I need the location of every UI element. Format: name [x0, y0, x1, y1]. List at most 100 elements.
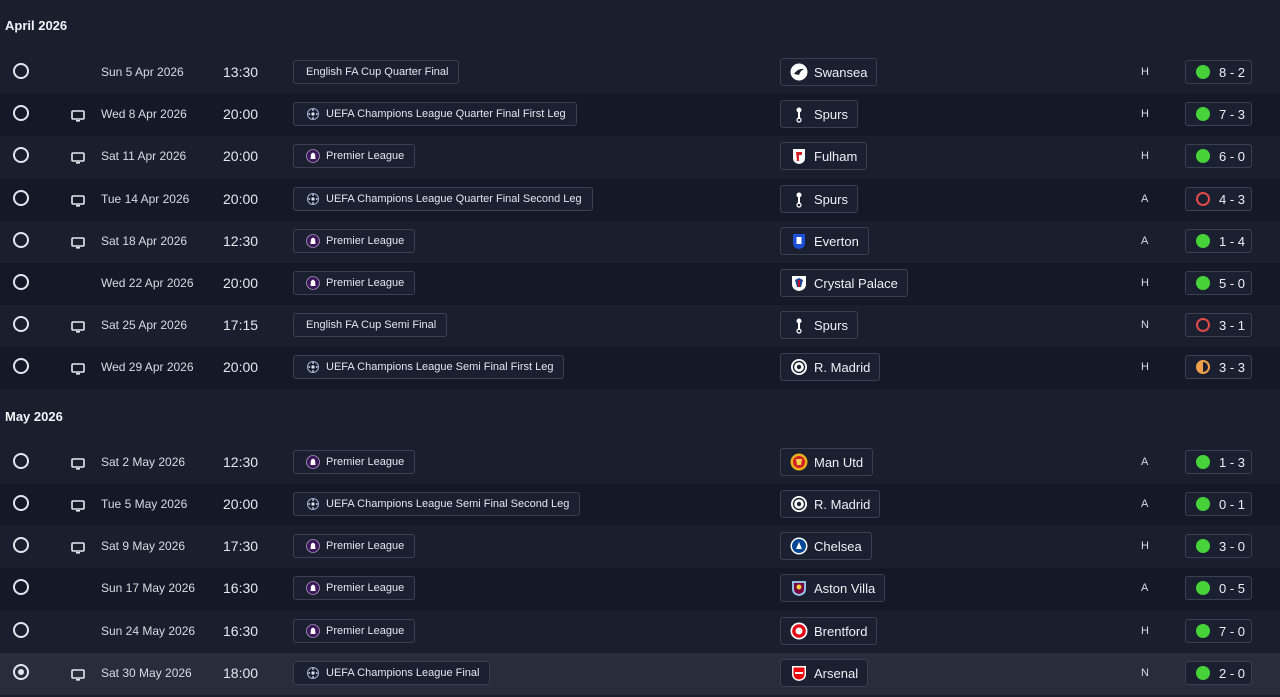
competition-chip[interactable]: English FA Cup Quarter Final [293, 60, 460, 84]
opponent-chip[interactable]: Aston Villa [780, 574, 886, 602]
fixture-select-radio[interactable] [13, 453, 29, 469]
venue-indicator: H [1141, 150, 1149, 162]
opponent-chip[interactable]: Crystal Palace [780, 269, 908, 297]
result-chip[interactable]: 7 - 3 [1185, 102, 1252, 126]
match-score: 6 - 0 [1219, 149, 1246, 164]
fixture-row[interactable]: Wed 8 Apr 2026 20:00 UEFA Champions League… [0, 94, 1280, 136]
fixture-date: Sun 17 May 2026 [101, 581, 196, 595]
competition-name: Premier League [326, 150, 405, 162]
real-madrid-badge-icon [791, 496, 807, 512]
fixture-row[interactable]: Tue 14 Apr 2026 20:00 UEFA Champions Leagu… [0, 179, 1280, 221]
fixture-select-radio[interactable] [13, 664, 29, 680]
kickoff-time: 18:00 [223, 665, 259, 681]
competition-chip[interactable]: UEFA Champions League Quarter Final Firs… [293, 102, 577, 126]
competition-name: UEFA Champions League Quarter Final Firs… [326, 108, 566, 120]
win-indicator-icon [1196, 149, 1210, 163]
fixture-select-radio[interactable] [13, 274, 29, 290]
match-score: 7 - 0 [1219, 624, 1246, 639]
result-chip[interactable]: 2 - 0 [1185, 661, 1252, 685]
fixture-select-radio[interactable] [13, 232, 29, 248]
fixture-row[interactable]: Sun 17 May 2026 16:30 Premier League Aston … [0, 568, 1280, 610]
competition-chip[interactable]: Premier League [293, 619, 416, 643]
fixture-row[interactable]: Wed 22 Apr 2026 20:00 Premier League Crysta… [0, 263, 1280, 305]
result-chip[interactable]: 0 - 1 [1185, 492, 1252, 516]
fixture-row[interactable]: Sat 25 Apr 2026 17:15 English FA Cup Semi … [0, 305, 1280, 347]
venue-indicator: H [1141, 277, 1149, 289]
fixture-select-radio[interactable] [13, 316, 29, 332]
competition-chip[interactable]: English FA Cup Semi Final [293, 313, 448, 337]
opponent-chip[interactable]: Brentford [780, 617, 878, 645]
fixture-select-radio[interactable] [13, 190, 29, 206]
competition-chip[interactable]: UEFA Champions League Quarter Final Seco… [293, 187, 593, 211]
premier-league-lion-icon [306, 539, 320, 553]
fixture-row[interactable]: Sun 24 May 2026 16:30 Premier League Brentf… [0, 611, 1280, 653]
result-chip[interactable]: 7 - 0 [1185, 619, 1252, 643]
fixture-select-radio[interactable] [13, 537, 29, 553]
result-chip[interactable]: 0 - 5 [1185, 576, 1252, 600]
fixture-date: Wed 8 Apr 2026 [101, 107, 187, 121]
spurs-badge-icon [796, 107, 802, 123]
competition-chip[interactable]: UEFA Champions League Semi Final First L… [293, 355, 565, 379]
competition-chip[interactable]: Premier League [293, 229, 416, 253]
opponent-chip[interactable]: Fulham [780, 142, 868, 170]
opponent-chip[interactable]: Swansea [780, 58, 878, 86]
opponent-chip[interactable]: Everton [780, 227, 869, 255]
match-score: 3 - 3 [1219, 360, 1246, 375]
opponent-chip[interactable]: Man Utd [780, 448, 874, 476]
result-chip[interactable]: 1 - 4 [1185, 229, 1252, 253]
premier-league-lion-icon [306, 149, 320, 163]
fixture-row[interactable]: Tue 5 May 2026 20:00 UEFA Champions League… [0, 484, 1280, 526]
fixture-row[interactable]: Sat 18 Apr 2026 12:30 Premier League Everto… [0, 221, 1280, 263]
result-chip[interactable]: 3 - 0 [1185, 534, 1252, 558]
competition-chip[interactable]: Premier League [293, 576, 416, 600]
competition-chip[interactable]: Premier League [293, 534, 416, 558]
fixture-row[interactable]: Sun 5 Apr 2026 13:30 English FA Cup Quarte… [0, 52, 1280, 94]
fixture-date: Sun 5 Apr 2026 [101, 65, 184, 79]
tv-broadcast-icon [71, 457, 85, 470]
opponent-chip[interactable]: R. Madrid [780, 490, 881, 518]
loss-indicator-icon [1196, 192, 1210, 206]
venue-indicator: A [1141, 498, 1149, 510]
fixture-select-radio[interactable] [13, 495, 29, 511]
opponent-chip[interactable]: Spurs [780, 100, 858, 128]
venue-indicator: N [1141, 319, 1149, 331]
competition-chip[interactable]: Premier League [293, 271, 416, 295]
result-chip[interactable]: 3 - 1 [1185, 313, 1252, 337]
tv-broadcast-icon [71, 236, 85, 249]
opponent-chip[interactable]: Arsenal [780, 659, 869, 687]
match-score: 8 - 2 [1219, 65, 1246, 80]
fixture-select-radio[interactable] [13, 105, 29, 121]
fixture-row[interactable]: Sat 11 Apr 2026 20:00 Premier League Fulham… [0, 136, 1280, 178]
fixture-select-radio[interactable] [13, 358, 29, 374]
competition-chip[interactable]: Premier League [293, 144, 416, 168]
result-chip[interactable]: 3 - 3 [1185, 355, 1252, 379]
competition-chip[interactable]: UEFA Champions League Semi Final Second … [293, 492, 581, 516]
fixture-select-radio[interactable] [13, 622, 29, 638]
result-chip[interactable]: 1 - 3 [1185, 450, 1252, 474]
result-chip[interactable]: 4 - 3 [1185, 187, 1252, 211]
result-chip[interactable]: 8 - 2 [1185, 60, 1252, 84]
loss-indicator-icon [1196, 318, 1210, 332]
competition-chip[interactable]: UEFA Champions League Final [293, 661, 491, 685]
fixture-row[interactable]: Sat 30 May 2026 18:00 UEFA Champions Leagu… [0, 653, 1280, 695]
fixture-date: Wed 22 Apr 2026 [101, 276, 194, 290]
tv-icon [71, 152, 85, 164]
opponent-name: Arsenal [814, 665, 859, 681]
result-chip[interactable]: 6 - 0 [1185, 144, 1252, 168]
fixture-row[interactable]: Sat 2 May 2026 12:30 Premier League Man Utd… [0, 442, 1280, 484]
fixture-row[interactable]: Wed 29 Apr 2026 20:00 UEFA Champions Leagu… [0, 347, 1280, 389]
opponent-chip[interactable]: Spurs [780, 311, 858, 339]
competition-chip[interactable]: Premier League [293, 450, 416, 474]
real-madrid-badge-icon [791, 359, 807, 375]
fixture-select-radio[interactable] [13, 579, 29, 595]
opponent-chip[interactable]: R. Madrid [780, 353, 881, 381]
kickoff-time: 20:00 [223, 106, 259, 122]
opponent-chip[interactable]: Chelsea [780, 532, 872, 560]
tv-icon [71, 669, 85, 681]
fixture-select-radio[interactable] [13, 147, 29, 163]
opponent-chip[interactable]: Spurs [780, 185, 858, 213]
fixture-row[interactable]: Sat 9 May 2026 17:30 Premier League Chelsea… [0, 526, 1280, 568]
match-score: 7 - 3 [1219, 107, 1246, 122]
result-chip[interactable]: 5 - 0 [1185, 271, 1252, 295]
fixture-select-radio[interactable] [13, 63, 29, 79]
